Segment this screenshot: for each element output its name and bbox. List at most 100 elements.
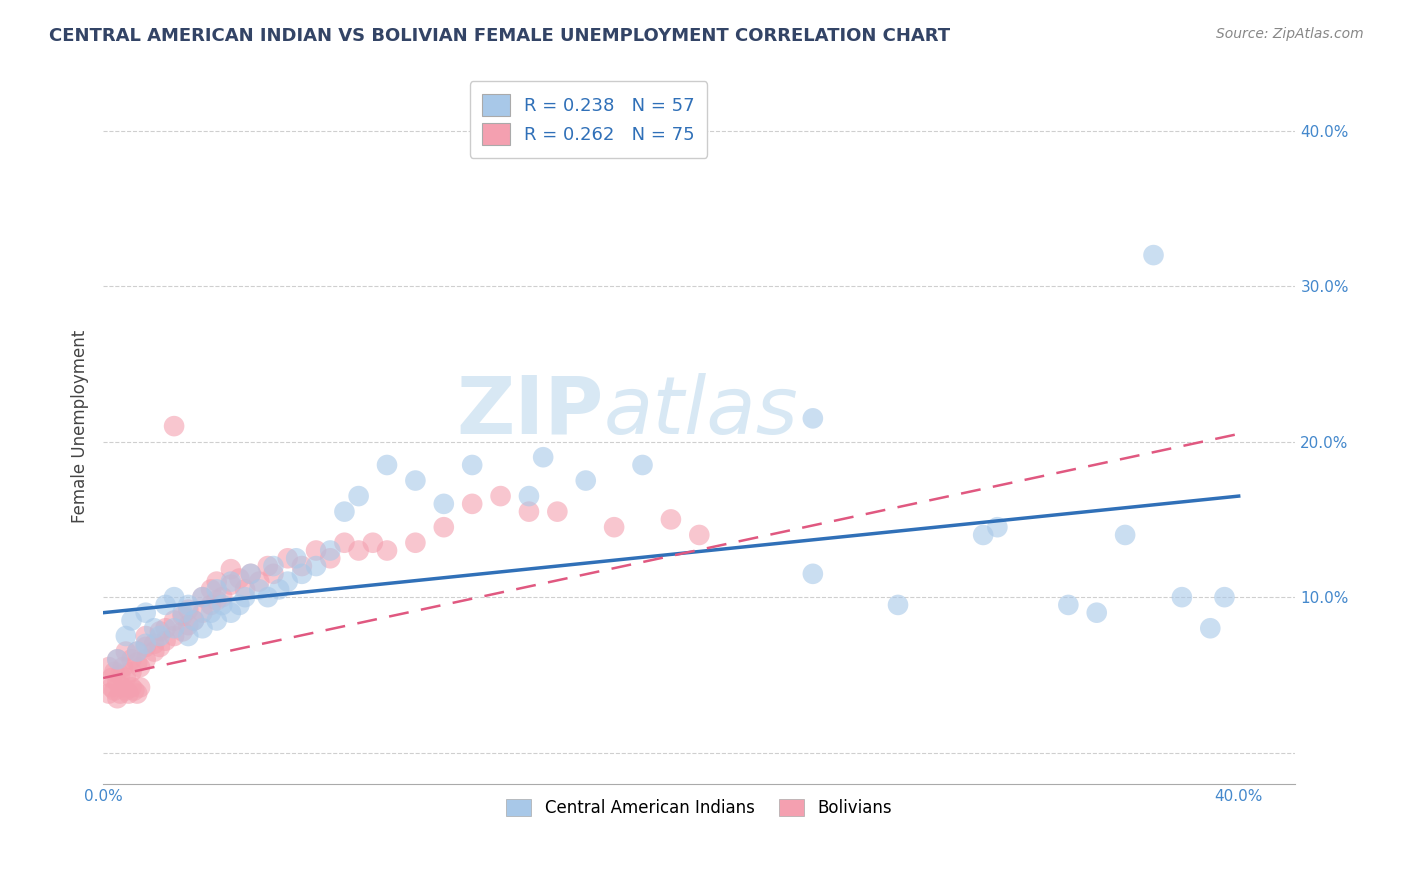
Point [247,582,270,597]
Point [103,683,125,698]
Point [149,640,172,654]
Point [972,528,994,542]
Point [347,543,370,558]
Point [127,644,149,658]
Point [517,489,540,503]
Point [887,598,910,612]
Point [688,528,710,542]
Point [205,593,228,607]
Point [375,458,398,472]
Point [135,606,157,620]
Point [1199,621,1222,635]
Point [489,489,512,503]
Point [801,566,824,581]
Point [149,629,172,643]
Point [1057,598,1080,612]
Point [172,608,194,623]
Y-axis label: Female Unemployment: Female Unemployment [72,329,89,523]
Point [262,566,284,581]
Text: ZIP: ZIP [457,373,605,450]
Point [375,543,398,558]
Point [129,681,152,695]
Point [100,671,122,685]
Point [211,598,233,612]
Point [191,606,214,620]
Point [191,621,214,635]
Point [103,665,125,679]
Point [531,450,554,465]
Point [269,582,291,597]
Point [575,474,598,488]
Point [108,687,131,701]
Point [461,458,484,472]
Legend: Central American Indians, Bolivians: Central American Indians, Bolivians [498,790,901,825]
Point [233,582,256,597]
Point [105,652,128,666]
Point [291,566,314,581]
Point [105,691,128,706]
Point [163,590,186,604]
Point [183,614,205,628]
Point [108,668,131,682]
Point [115,671,138,685]
Point [129,660,152,674]
Point [163,621,186,635]
Point [233,590,256,604]
Point [256,590,278,604]
Point [127,644,149,658]
Point [115,683,138,698]
Point [135,640,157,654]
Point [1171,590,1194,604]
Point [228,598,250,612]
Point [124,683,146,698]
Point [205,574,228,589]
Point [305,543,328,558]
Point [219,578,242,592]
Point [603,520,626,534]
Point [205,614,228,628]
Point [347,489,370,503]
Point [319,551,342,566]
Point [219,574,242,589]
Point [121,681,143,695]
Point [277,574,299,589]
Point [1213,590,1236,604]
Point [177,629,200,643]
Point [135,652,157,666]
Point [111,660,134,674]
Text: CENTRAL AMERICAN INDIAN VS BOLIVIAN FEMALE UNEMPLOYMENT CORRELATION CHART: CENTRAL AMERICAN INDIAN VS BOLIVIAN FEMA… [49,27,950,45]
Point [1085,606,1108,620]
Point [172,624,194,639]
Point [256,559,278,574]
Point [143,621,166,635]
Point [177,602,200,616]
Point [97,660,120,674]
Point [1114,528,1136,542]
Point [219,562,242,576]
Point [191,590,214,604]
Point [404,535,426,549]
Point [97,687,120,701]
Point [155,598,177,612]
Point [247,574,270,589]
Point [149,624,172,639]
Point [121,665,143,679]
Point [200,606,222,620]
Point [1142,248,1164,262]
Point [105,652,128,666]
Point [361,535,384,549]
Point [121,652,143,666]
Point [111,681,134,695]
Point [262,559,284,574]
Point [461,497,484,511]
Point [277,551,299,566]
Point [163,614,186,628]
Point [200,582,222,597]
Point [659,512,682,526]
Point [121,614,143,628]
Point [239,566,262,581]
Point [333,505,356,519]
Point [100,681,122,695]
Point [135,629,157,643]
Point [177,598,200,612]
